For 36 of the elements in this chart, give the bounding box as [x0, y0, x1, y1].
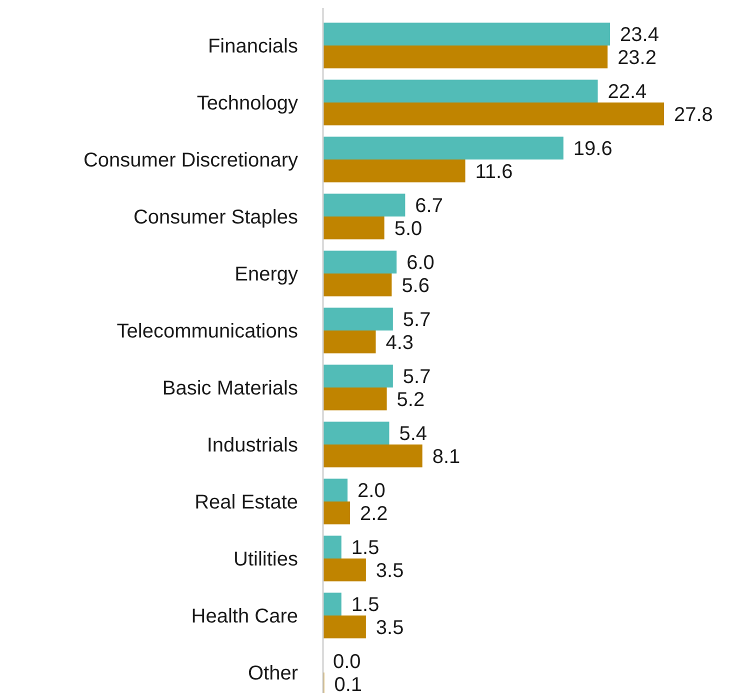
y-tick-label: Industrials: [206, 434, 298, 456]
y-tick-label: Basic Materials: [162, 378, 298, 400]
y-tick-label: Consumer Discretionary: [83, 150, 298, 172]
data-label: 5.7: [402, 309, 431, 332]
y-tick-label: Financials: [208, 36, 298, 58]
y-tick-label: Consumer Staples: [133, 206, 298, 228]
data-label: 5.0: [394, 218, 422, 240]
data-label: 22.4: [608, 81, 647, 104]
data-label: 0.1: [334, 674, 362, 693]
data-label: 5.6: [402, 274, 430, 297]
data-label: 5.2: [396, 388, 425, 411]
y-tick-label: Technology: [196, 92, 298, 114]
data-label: 4.3: [386, 332, 414, 354]
data-label: 8.1: [432, 446, 460, 468]
data-label: 0.0: [333, 651, 361, 674]
data-label: 11.6: [475, 160, 513, 183]
data-label: 1.5: [351, 537, 380, 560]
data-label: 19.6: [573, 138, 612, 160]
data-label: 27.8: [674, 104, 713, 126]
y-tick-label: Other: [248, 662, 298, 684]
y-tick-label: Telecommunications: [116, 320, 298, 342]
data-label: 5.7: [402, 366, 431, 388]
data-label: 23.4: [620, 24, 659, 46]
y-tick-label: Real Estate: [194, 492, 298, 514]
data-label: 6.0: [406, 252, 434, 274]
y-tick-label: Energy: [234, 264, 298, 286]
data-label: 6.7: [415, 195, 443, 218]
data-label: 1.5: [351, 594, 380, 616]
data-label: 2.0: [358, 480, 386, 502]
y-tick-label: Utilities: [234, 548, 298, 570]
data-label: 23.2: [618, 46, 657, 69]
data-label: 2.2: [360, 502, 388, 525]
data-label: 3.5: [376, 560, 404, 582]
y-tick-label: Health Care: [191, 606, 298, 628]
data-label: 5.4: [399, 423, 428, 446]
data-label: 3.5: [376, 616, 404, 639]
